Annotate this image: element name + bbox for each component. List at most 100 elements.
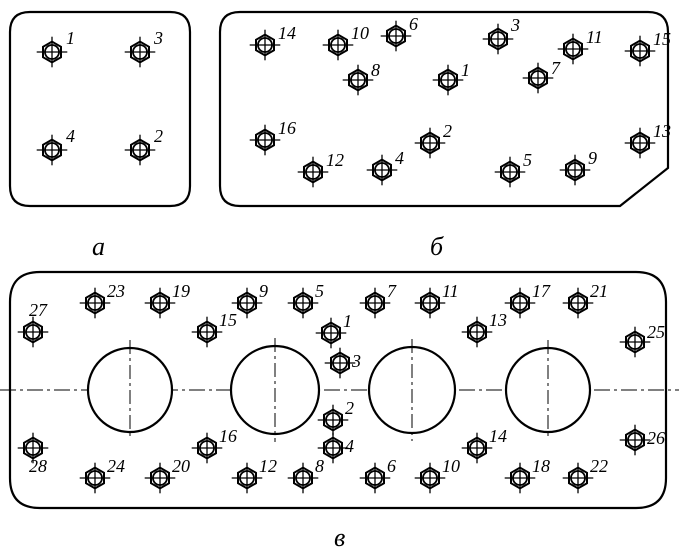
panel-b: 14106311158171612425913 [220,12,671,206]
bolt [318,405,349,436]
bolt-number: 2 [345,398,354,418]
bolt [343,65,374,96]
panel-c-label: в [334,523,345,553]
bolt-number: 1 [461,60,470,80]
bolt-number: 2 [154,126,163,146]
bolt [145,463,176,494]
bolt [381,21,412,52]
bolt-number: 4 [345,436,354,456]
bolt-number: 6 [387,456,396,476]
bolt [560,155,591,186]
bolt-number: 28 [29,456,47,476]
bolt-number: 25 [647,322,665,342]
bore-1 [88,340,172,440]
bolt [145,288,176,319]
bolt-number: 16 [219,426,237,446]
bolt-number: 15 [219,310,237,330]
bolt-number: 12 [259,456,277,476]
bolt [462,317,493,348]
bolt-number: 7 [551,58,561,78]
bolt [298,157,329,188]
bolt [415,128,446,159]
bolt-number: 23 [107,281,125,301]
bolt-number: 13 [489,310,507,330]
bolt-number: 8 [315,456,324,476]
bolt [563,288,594,319]
bolt-number: 10 [351,23,369,43]
bolt [37,37,68,68]
bolt-number: 6 [409,14,418,34]
bolt [495,157,526,188]
bore-4 [506,340,590,440]
bolt [316,318,347,349]
bolt-number: 24 [107,456,125,476]
bolt [288,288,319,319]
bolt-number: 5 [315,281,324,301]
bolt [563,463,594,494]
bolt-number: 27 [29,300,48,320]
bolt-number: 10 [442,456,460,476]
bolt-number: 2 [443,121,452,141]
bolt [18,317,49,348]
bolt-number: 4 [395,148,404,168]
bolt-number: 22 [590,456,608,476]
bolt [323,30,354,61]
bolt [360,288,391,319]
bolt [620,327,651,358]
diagram-canvas: 1342141063111581716124259132723191595171… [0,0,679,547]
bolt [620,425,651,456]
bolt [625,36,656,67]
bolt [288,463,319,494]
bolt-number: 5 [523,150,532,170]
bolt [192,317,223,348]
bolt-number: 9 [588,148,597,168]
bore-3 [369,339,455,441]
bolt [80,463,111,494]
panel-a: 1 3 4 2 [10,12,190,206]
bolt-number: 14 [489,426,507,446]
bolt-number: 3 [351,351,361,371]
bolt-number: 1 [66,28,75,48]
bolt-number: 13 [653,121,671,141]
bolt [125,37,156,68]
panel-c: 2723191595171113172125328242016128426101… [0,272,679,508]
bolt-number: 7 [387,281,397,301]
bolt [250,125,281,156]
bolt [505,463,536,494]
bolt-number: 11 [586,27,603,47]
bolt [483,24,514,55]
bolt [360,463,391,494]
panel-a-frame [10,12,190,206]
bolt-number: 17 [532,281,551,301]
bolt-number: 20 [172,456,190,476]
bolt-number: 11 [442,281,459,301]
bolt-number: 3 [153,28,163,48]
bolt-number: 21 [590,281,608,301]
bolt [523,63,554,94]
bolt [415,288,446,319]
panel-a-label: а [92,232,105,262]
bolt-number: 15 [653,29,671,49]
bolt [80,288,111,319]
panel-b-label: б [430,232,443,262]
bolt-number: 19 [172,281,190,301]
bolt-number: 8 [371,60,380,80]
bolt [367,155,398,186]
bolt [415,463,446,494]
bolt [192,433,223,464]
bore-2 [231,338,319,442]
bolt-number: 3 [510,15,520,35]
bolt [250,30,281,61]
bolt-number: 9 [259,281,268,301]
bolt [125,135,156,166]
bolt [558,34,589,65]
bolt-number: 26 [647,428,665,448]
bolt [325,348,356,379]
bolt [462,433,493,464]
bolt-number: 18 [532,456,550,476]
bolt-number: 4 [66,126,75,146]
bolt-number: 12 [326,150,344,170]
bolt [433,65,464,96]
bolt-number: 14 [278,23,296,43]
bolt [625,128,656,159]
